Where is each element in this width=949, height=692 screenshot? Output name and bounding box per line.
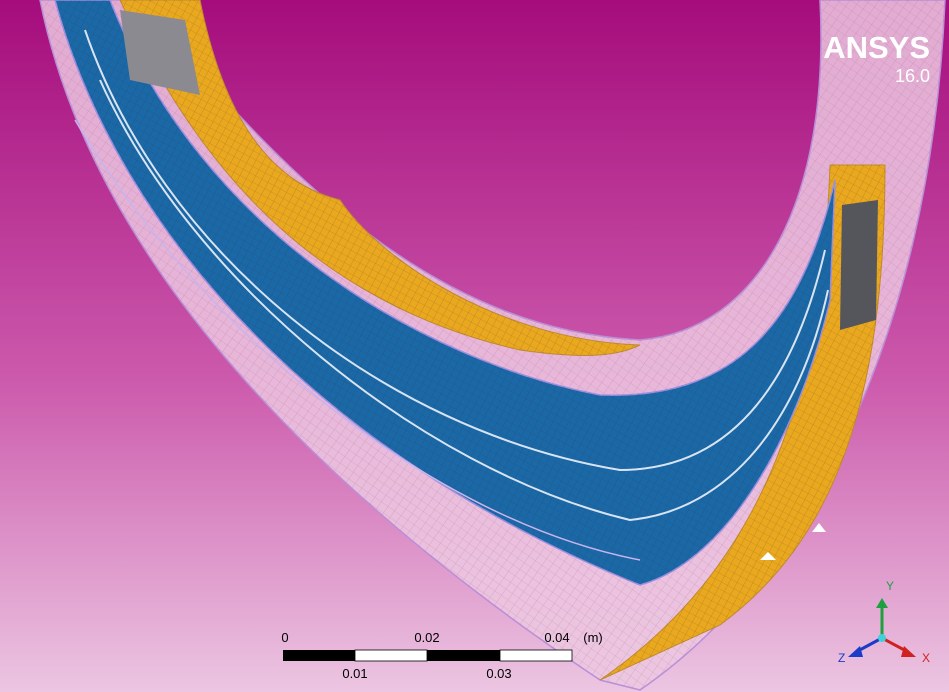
triad-origin bbox=[878, 634, 886, 642]
scale-label: 0.01 bbox=[342, 666, 367, 681]
scale-segment bbox=[283, 650, 355, 661]
gray-blade bbox=[840, 200, 878, 330]
scale-label: 0.02 bbox=[414, 630, 439, 645]
scale-segment bbox=[355, 650, 427, 661]
logo-version: 16.0 bbox=[895, 66, 930, 86]
viewport: ANSYS 16.0 0 0.02 0.04 (m) 0.01 0.03 Y Z… bbox=[0, 0, 949, 692]
scale-label: 0 bbox=[281, 630, 288, 645]
y-axis-label: Y bbox=[886, 579, 894, 593]
scale-label: 0.03 bbox=[486, 666, 511, 681]
scale-segment bbox=[427, 650, 500, 661]
logo-name: ANSYS bbox=[823, 30, 930, 65]
scale-segment bbox=[500, 650, 572, 661]
z-axis-label: Z bbox=[838, 651, 845, 665]
scale-unit: (m) bbox=[583, 630, 603, 645]
scale-label: 0.04 bbox=[544, 630, 569, 645]
page: ANSYS 16.0 0 0.02 0.04 (m) 0.01 0.03 Y Z… bbox=[0, 0, 949, 692]
x-axis-label: X bbox=[922, 651, 930, 665]
